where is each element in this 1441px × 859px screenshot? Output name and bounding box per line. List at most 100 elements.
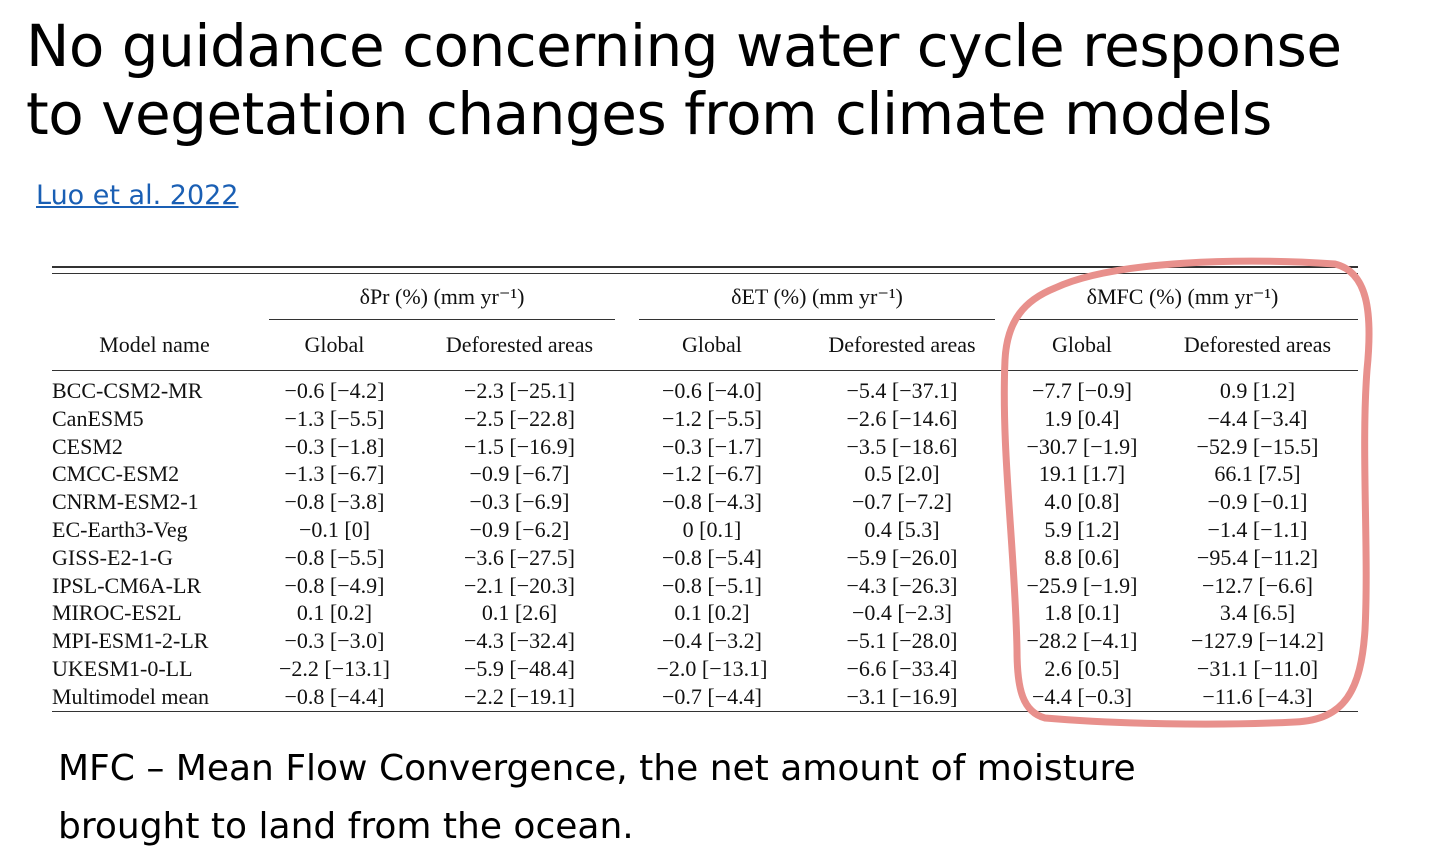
value-cell: 0.4 [5.3]: [864, 516, 940, 542]
footnote-line-1: MFC – Mean Flow Convergence, the net amo…: [58, 748, 1136, 789]
value-cell: 5.9 [1.2]: [1044, 516, 1120, 542]
value-cell: −1.3 [−6.7]: [284, 461, 385, 487]
value-cell: −1.2 [−6.7]: [662, 461, 762, 487]
table-row: GISS-E2-1-G −0.8 [−5.5] −3.6 [−27.5] −0.…: [52, 544, 1358, 572]
value-cell: −5.1 [−28.0]: [846, 628, 958, 654]
value-cell: −0.8 [−5.5]: [284, 544, 385, 570]
value-cell: −12.7 [−6.6]: [1202, 572, 1313, 598]
value-cell: −0.6 [−4.2]: [284, 378, 385, 403]
value-cell: −6.6 [−33.4]: [846, 655, 958, 681]
value-cell: −0.7 [−4.4]: [662, 683, 762, 709]
slide-title-line-1: No guidance concerning water cycle respo…: [26, 12, 1342, 80]
model-name-cell: CanESM5: [52, 405, 144, 431]
results-table: δPr (%) (mm yr⁻¹) δET (%) (mm yr⁻¹) δMFC…: [52, 274, 1358, 711]
value-cell: −30.7 [−1.9]: [1026, 433, 1138, 459]
value-cell: −2.2 [−13.1]: [279, 655, 390, 681]
value-cell: −0.9 [−0.1]: [1207, 489, 1308, 515]
value-cell: −0.8 [−5.1]: [662, 572, 762, 598]
table-row: CESM2 −0.3 [−1.8] −1.5 [−16.9] −0.3 [−1.…: [52, 433, 1358, 461]
value-cell: 0.1 [0.2]: [296, 600, 373, 626]
model-name-cell: BCC-CSM2-MR: [52, 378, 203, 403]
column-header-pr-global: Global: [257, 320, 412, 371]
table-row: EC-Earth3-Veg −0.1 [0] −0.9 [−6.2] 0 [0.…: [52, 516, 1358, 544]
table-row: BCC-CSM2-MR −0.6 [−4.2] −2.3 [−25.1] −0.…: [52, 371, 1358, 405]
value-cell: −0.8 [−4.9]: [284, 572, 385, 598]
slide-title-line-2: to vegetation changes from climate model…: [26, 80, 1272, 148]
value-cell: 2.6 [0.5]: [1044, 655, 1120, 681]
column-header-et-global: Global: [627, 320, 797, 371]
value-cell: 66.1 [7.5]: [1214, 461, 1301, 487]
value-cell: −25.9 [−1.9]: [1026, 572, 1138, 598]
value-cell: −0.3 [−6.9]: [469, 489, 570, 515]
value-cell: −11.6 [−4.3]: [1202, 683, 1313, 709]
value-cell: −2.0 [−13.1]: [656, 655, 768, 681]
value-cell: −0.8 [−4.4]: [284, 683, 385, 709]
value-cell: 8.8 [0.6]: [1044, 544, 1120, 570]
value-cell: −95.4 [−11.2]: [1196, 544, 1319, 570]
group-rule-et: [639, 319, 995, 320]
value-cell: −2.5 [−22.8]: [464, 405, 575, 431]
table-row: UKESM1-0-LL −2.2 [−13.1] −5.9 [−48.4] −2…: [52, 655, 1358, 683]
table-row: Multimodel mean −0.8 [−4.4] −2.2 [−19.1]…: [52, 683, 1358, 711]
value-cell: −4.3 [−26.3]: [846, 572, 958, 598]
value-cell: −1.5 [−16.9]: [464, 433, 575, 459]
table-top-rule-2: [52, 273, 1358, 274]
table-row: CMCC-ESM2 −1.3 [−6.7] −0.9 [−6.7] −1.2 […: [52, 460, 1358, 488]
group-header-mfc-label: δMFC (%) (mm yr⁻¹): [1086, 284, 1279, 309]
value-cell: 1.9 [0.4]: [1044, 405, 1120, 431]
table-row: IPSL-CM6A-LR −0.8 [−4.9] −2.1 [−20.3] −0…: [52, 572, 1358, 600]
value-cell: −127.9 [−14.2]: [1191, 628, 1324, 654]
group-rule-pr: [269, 319, 615, 320]
value-cell: 0.1 [0.2]: [674, 600, 750, 626]
value-cell: −2.3 [−25.1]: [464, 378, 575, 403]
footnote: MFC – Mean Flow Convergence, the net amo…: [58, 740, 1358, 856]
column-header-mfc-global: Global: [1007, 320, 1157, 371]
value-cell: −5.9 [−48.4]: [464, 655, 575, 681]
table-column-header-row: Model name Global Deforested areas Globa…: [52, 320, 1358, 371]
group-header-pr-label: δPr (%) (mm yr⁻¹): [359, 284, 525, 309]
model-name-cell: EC-Earth3-Veg: [52, 516, 188, 542]
value-cell: −52.9 [−15.5]: [1196, 433, 1319, 459]
value-cell: −0.3 [−1.7]: [662, 433, 762, 459]
value-cell: 19.1 [1.7]: [1038, 461, 1126, 487]
table-body: BCC-CSM2-MR −0.6 [−4.2] −2.3 [−25.1] −0.…: [52, 371, 1358, 711]
value-cell: −2.2 [−19.1]: [464, 683, 575, 709]
value-cell: −0.9 [−6.2]: [469, 516, 570, 542]
value-cell: −3.5 [−18.6]: [846, 433, 958, 459]
model-name-cell: Multimodel mean: [52, 683, 210, 709]
value-cell: −0.6 [−4.0]: [662, 378, 762, 403]
table-row: MPI-ESM1-2-LR −0.3 [−3.0] −4.3 [−32.4] −…: [52, 627, 1358, 655]
value-cell: 3.4 [6.5]: [1219, 600, 1296, 626]
value-cell: −31.1 [−11.0]: [1196, 655, 1319, 681]
value-cell: −0.8 [−4.3]: [662, 489, 762, 515]
model-name-cell: MIROC-ES2L: [52, 600, 182, 626]
value-cell: −0.4 [−3.2]: [662, 628, 762, 654]
table-group-header-row: δPr (%) (mm yr⁻¹) δET (%) (mm yr⁻¹) δMFC…: [52, 274, 1358, 320]
table-group-spacer: [52, 274, 257, 320]
column-header-et-deforested: Deforested areas: [797, 320, 1007, 371]
column-header-mfc-deforested: Deforested areas: [1157, 320, 1358, 371]
value-cell: −0.3 [−3.0]: [284, 628, 385, 654]
value-cell: −0.8 [−3.8]: [284, 489, 385, 515]
value-cell: 0.1 [2.6]: [481, 600, 558, 626]
value-cell: 0.5 [2.0]: [864, 461, 940, 487]
value-cell: −1.3 [−5.5]: [284, 405, 385, 431]
slide-title: No guidance concerning water cycle respo…: [26, 12, 1426, 148]
value-cell: −4.4 [−0.3]: [1032, 683, 1132, 709]
value-cell: −3.6 [−27.5]: [464, 544, 575, 570]
column-header-pr-deforested: Deforested areas: [412, 320, 627, 371]
value-cell: −5.4 [−37.1]: [846, 378, 958, 403]
value-cell: −0.4 [−2.3]: [852, 600, 952, 626]
value-cell: 4.0 [0.8]: [1044, 489, 1120, 515]
value-cell: 1.8 [0.1]: [1044, 600, 1120, 626]
citation-link[interactable]: Luo et al. 2022: [36, 180, 239, 211]
table-row: MIROC-ES2L 0.1 [0.2] 0.1 [2.6] 0.1 [0.2]…: [52, 599, 1358, 627]
model-name-cell: GISS-E2-1-G: [52, 544, 173, 570]
value-cell: −1.4 [−1.1]: [1207, 516, 1308, 542]
value-cell: −0.8 [−5.4]: [662, 544, 762, 570]
value-cell: −5.9 [−26.0]: [846, 544, 958, 570]
table-bottom-rule: [52, 710, 1358, 712]
table-top-rule: [52, 266, 1358, 268]
table-row: CNRM-ESM2-1 −0.8 [−3.8] −0.3 [−6.9] −0.8…: [52, 488, 1358, 516]
value-cell: −2.6 [−14.6]: [846, 405, 958, 431]
